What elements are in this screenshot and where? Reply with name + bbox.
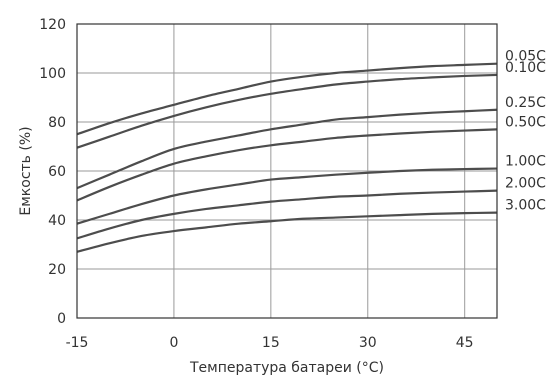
y-axis-title: Емкость (%) (18, 126, 34, 215)
series-line-2.00C (77, 189, 497, 240)
series-lines (77, 62, 497, 253)
plot-frame (76, 23, 498, 319)
series-label-2.00C: 2.00C (505, 176, 546, 192)
series-line-3.00C (77, 211, 497, 253)
x-axis-ticks: -15 0 15 30 45 (66, 335, 474, 351)
series-label-0.25C: 0.25C (505, 95, 546, 111)
series-line-0.50C (77, 128, 497, 202)
y-axis-ticks: 0 20 40 60 80 100 120 (39, 17, 66, 327)
series-line-0.25C (77, 108, 497, 190)
y-tick-label: 0 (57, 311, 66, 327)
series-line-0.05C (77, 62, 497, 136)
y-tick-label: 120 (39, 17, 66, 33)
series-line-0.10C (77, 73, 497, 149)
y-tick-label: 60 (48, 164, 66, 180)
series-label-0.10C: 0.10C (505, 60, 546, 76)
x-tick-label: 15 (262, 335, 280, 351)
y-tick-label: 80 (48, 115, 66, 131)
x-axis-title: Температура батареи (°C) (189, 360, 384, 376)
grid (76, 23, 497, 319)
series-line-1.00C (77, 167, 497, 225)
y-tick-label: 20 (48, 262, 66, 278)
x-tick-label: 0 (169, 335, 178, 351)
series-label-0.50C: 0.50C (505, 114, 546, 130)
x-tick-label: 30 (359, 335, 377, 351)
y-tick-label: 100 (39, 66, 66, 82)
series-label-1.00C: 1.00C (505, 154, 546, 170)
x-tick-label: 45 (456, 335, 474, 351)
y-tick-label: 40 (48, 213, 66, 229)
series-label-3.00C: 3.00C (505, 198, 546, 214)
x-tick-label: -15 (66, 335, 89, 351)
series-label-0.05C: 0.05C (505, 49, 546, 65)
